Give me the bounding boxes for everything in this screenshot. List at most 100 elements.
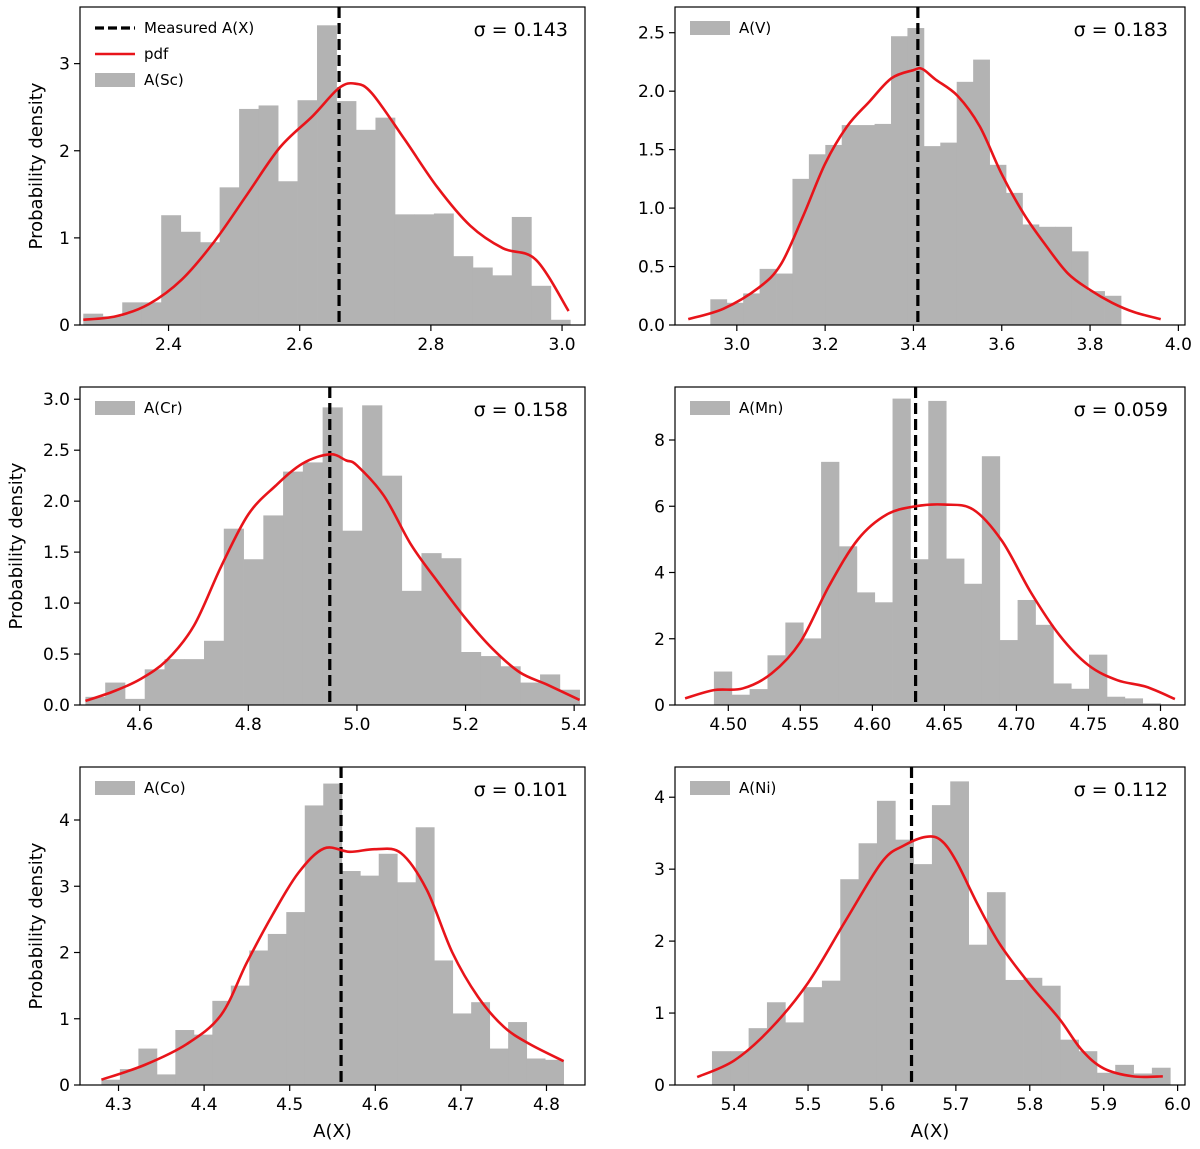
histogram-bar — [243, 559, 264, 705]
histogram-bar — [749, 689, 768, 705]
axes-frame — [674, 386, 1186, 706]
y-tick-label: 0 — [654, 1076, 665, 1096]
histogram-bar — [964, 583, 983, 705]
x-tick-label: 5.5 — [795, 1095, 822, 1115]
histogram-bar — [892, 398, 911, 705]
histogram-bar — [304, 805, 324, 1085]
histogram-bar — [415, 827, 435, 1085]
x-axis-label: A(X) — [313, 1121, 352, 1142]
histogram-bar — [895, 839, 914, 1085]
pdf-curve — [100, 846, 565, 1081]
histogram-bar — [931, 805, 951, 1085]
histogram-bar — [85, 696, 106, 705]
histogram-bar — [1017, 599, 1036, 705]
histogram-bar — [1124, 698, 1144, 705]
legend: A(Co) — [95, 779, 186, 797]
histogram-bar — [500, 666, 521, 705]
x-tick-label: 5.6 — [868, 1095, 895, 1115]
histogram-bar — [776, 273, 793, 325]
x-tick-label: 5.7 — [942, 1095, 969, 1115]
histogram-bar — [322, 407, 343, 705]
y-tick-label: 2 — [59, 142, 70, 162]
histogram-bar — [156, 1074, 176, 1085]
histogram-bar — [858, 843, 878, 1085]
histogram-bar — [1023, 977, 1043, 1085]
histogram-bar — [928, 400, 947, 705]
x-tick-label: 5.0 — [343, 715, 370, 735]
histogram-bar — [550, 319, 571, 325]
legend-histogram-swatch — [95, 781, 135, 795]
legend: A(Ni) — [690, 779, 776, 797]
y-tick-label: 0.0 — [43, 696, 70, 716]
histogram-bar — [759, 268, 777, 325]
histogram-bar — [940, 142, 958, 325]
y-tick-label: 1 — [59, 229, 70, 249]
histogram-bar — [472, 267, 493, 325]
x-tick-label: 5.2 — [452, 715, 479, 735]
histogram-bar — [161, 215, 182, 325]
x-tick-label: 4.80 — [1142, 715, 1180, 735]
histogram-bar — [545, 1059, 565, 1085]
histogram-bar — [453, 256, 474, 325]
histogram-bar — [302, 462, 324, 705]
histogram-bar — [184, 659, 205, 705]
histogram-bar — [381, 475, 403, 705]
histogram-bar — [471, 1002, 491, 1085]
legend-histogram-label: A(Sc) — [144, 71, 184, 89]
histogram-bar — [891, 36, 908, 326]
histogram-bar — [138, 1048, 158, 1085]
histogram-bar — [180, 231, 201, 325]
histogram-bar — [414, 214, 435, 325]
x-tick-label: 5.4 — [721, 1095, 748, 1115]
x-tick-label: 5.4 — [561, 715, 588, 735]
histogram-bar — [394, 214, 415, 325]
histogram-bar — [841, 125, 859, 326]
x-tick-label: 2.4 — [155, 335, 182, 355]
y-axis-label: Probability density — [6, 462, 27, 629]
y-tick-label: 1 — [654, 1004, 665, 1024]
histogram-bar — [874, 123, 892, 325]
legend-histogram-label: A(Cr) — [144, 399, 183, 417]
histogram-bar — [101, 1079, 121, 1085]
axes-frame — [79, 766, 586, 1086]
histogram-bar — [360, 875, 380, 1085]
histogram-bar — [141, 302, 162, 325]
histogram-bar — [874, 602, 893, 705]
y-axis-label: Probability density — [26, 842, 47, 1009]
pdf-curve — [684, 503, 1176, 701]
legend-histogram-label: A(V) — [739, 19, 771, 37]
x-tick-label: 4.70 — [998, 715, 1036, 735]
histogram-bar — [531, 285, 552, 325]
y-tick-label: 2 — [654, 630, 665, 650]
histogram-bar — [1022, 224, 1040, 325]
histogram-bar — [520, 682, 541, 705]
sigma-annotation: σ = 0.143 — [474, 19, 568, 41]
y-tick-label: 4 — [654, 788, 665, 808]
x-tick-label: 3.8 — [1077, 335, 1104, 355]
x-tick-label: 3.2 — [812, 335, 839, 355]
histogram-bar — [540, 674, 561, 705]
x-tick-label: 2.6 — [286, 335, 313, 355]
legend: A(V) — [690, 19, 771, 37]
x-tick-label: 4.50 — [709, 715, 747, 735]
sigma-annotation: σ = 0.183 — [1074, 19, 1168, 41]
histogram-bar — [1035, 624, 1054, 705]
x-tick-label: 4.0 — [1165, 335, 1192, 355]
histogram-bar — [297, 100, 318, 325]
histogram-bar — [144, 669, 165, 705]
histogram-bar — [821, 980, 841, 1085]
x-tick-label: 4.7 — [447, 1095, 474, 1115]
histogram-bar — [785, 622, 804, 705]
histogram-bar — [336, 101, 357, 326]
histogram-bar — [766, 1002, 786, 1085]
y-tick-label: 3.0 — [43, 390, 70, 410]
histogram-bar — [856, 592, 876, 705]
y-tick-label: 2 — [59, 944, 70, 964]
histogram-bar — [263, 515, 284, 705]
legend-histogram-label: A(Ni) — [739, 779, 776, 797]
x-tick-label: 4.60 — [853, 715, 891, 735]
histogram-bar — [441, 558, 462, 705]
y-tick-label: 4 — [59, 811, 70, 831]
histogram-bar — [986, 892, 1006, 1085]
histogram-bar — [1005, 979, 1024, 1085]
